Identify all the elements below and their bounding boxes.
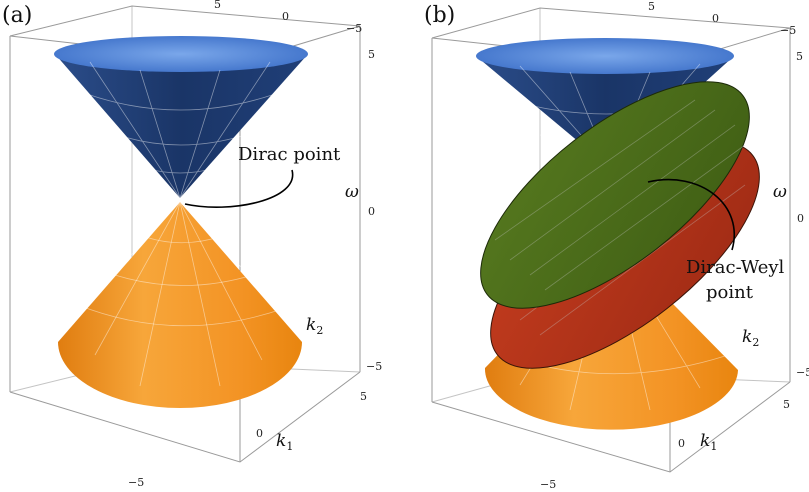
panel-a-upper-cone bbox=[54, 36, 308, 199]
panel-b-green-plane bbox=[480, 81, 750, 309]
panel-b-tick-k1-m5: −5 bbox=[540, 478, 556, 491]
panel-a-annotation: Dirac point bbox=[238, 144, 341, 165]
panel-b-tick-omega-0: 0 bbox=[797, 212, 804, 225]
panel-b-tick-top-m5: −5 bbox=[780, 24, 796, 37]
panel-b-tick-k1-0: 0 bbox=[678, 437, 685, 450]
panel-a-tick-top-m5: −5 bbox=[346, 22, 362, 35]
panel-a-tick-top-5: 5 bbox=[214, 0, 221, 11]
panel-a-tick-omega-5: 5 bbox=[368, 48, 375, 61]
panel-b-k2-label: k2 bbox=[742, 327, 759, 349]
panel-a-tick-top-0: 0 bbox=[282, 10, 289, 23]
panel-b-omega-label: ω bbox=[773, 182, 787, 202]
panel-b-tick-omega-5: 5 bbox=[796, 50, 803, 63]
panel-b-upper-cone bbox=[476, 38, 734, 169]
panel-a-tick-omega-0: 0 bbox=[368, 205, 375, 218]
panel-a-k1-label: k1 bbox=[276, 431, 293, 453]
panel-a-k2-label: k2 bbox=[306, 315, 323, 337]
panel-b: (b) bbox=[424, 0, 809, 491]
panel-b-label: (b) bbox=[424, 3, 455, 28]
panel-a-tick-omega-m5: −5 bbox=[366, 360, 382, 373]
panel-a-tick-k1-m5: −5 bbox=[128, 476, 144, 489]
panel-a: (a) Dirac point bbox=[2, 0, 382, 489]
panel-a-tick-k1-0: 0 bbox=[256, 427, 263, 440]
panel-b-leader-line bbox=[647, 178, 735, 251]
panel-a-omega-label: ω bbox=[345, 182, 359, 202]
panel-a-lower-cone bbox=[58, 201, 302, 408]
panel-a-label: (a) bbox=[2, 3, 32, 28]
panel-b-k1-label: k1 bbox=[700, 431, 717, 453]
panel-b-tick-omega-m5: −5 bbox=[796, 366, 809, 379]
panel-a-tick-k2-5: 5 bbox=[360, 390, 367, 403]
panel-b-annotation-line1: Dirac-Weyl bbox=[686, 257, 785, 278]
panel-b-tick-top-5: 5 bbox=[648, 0, 655, 13]
panel-b-annotation-line2: point bbox=[706, 282, 754, 303]
panel-b-tick-top-0: 0 bbox=[712, 12, 719, 25]
panel-b-tick-k2-5: 5 bbox=[783, 398, 790, 411]
panel-a-leader-line bbox=[184, 169, 294, 208]
